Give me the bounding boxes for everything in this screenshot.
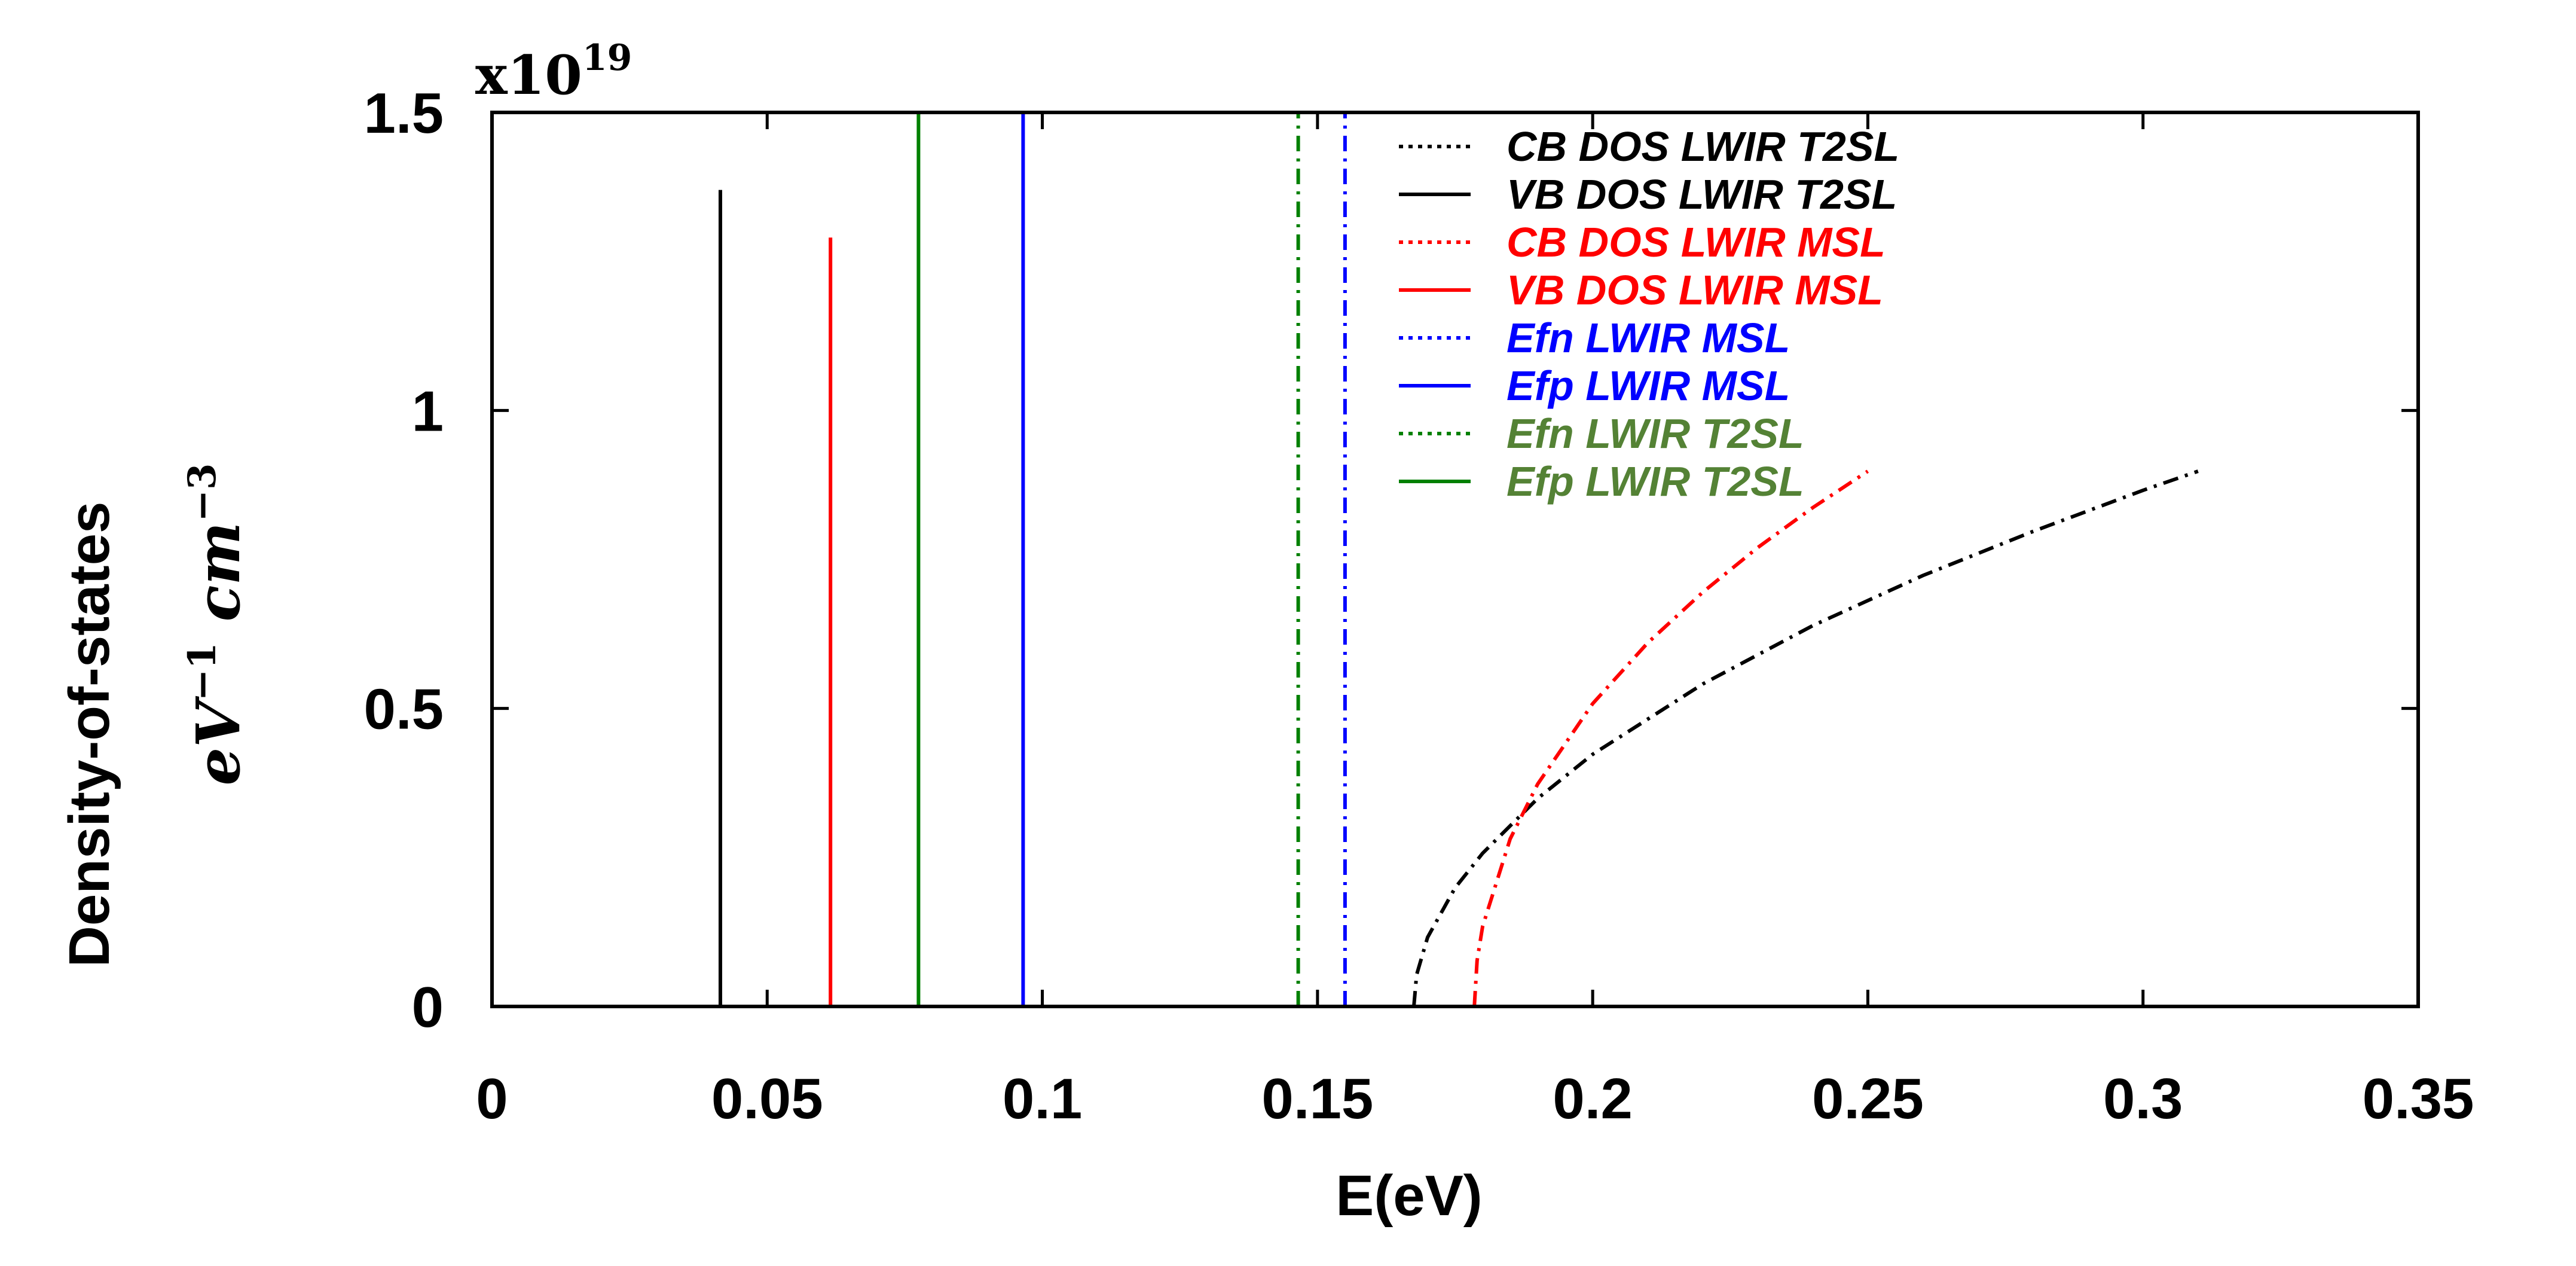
legend-label-efp-lwir-msl: Efp LWIR MSL [1507, 362, 1790, 409]
legend-label-cb-dos-lwir-msl: CB DOS LWIR MSL [1507, 219, 1886, 266]
x-tick-label: 0.35 [2363, 1067, 2474, 1131]
legend-label-efp-lwir-t2sl: Efp LWIR T2SL [1507, 458, 1804, 505]
y-tick-label: 1 [412, 379, 444, 443]
x-axis-title: E(eV) [1336, 1164, 1482, 1228]
y-tick-label: 1.5 [364, 81, 444, 145]
legend-label-vb-dos-lwir-msl: VB DOS LWIR MSL [1507, 267, 1883, 313]
series-cb-dos-lwir-msl [1472, 469, 1869, 1007]
legend-label-vb-dos-lwir-t2sl: VB DOS LWIR T2SL [1507, 171, 1897, 218]
y-tick-label: 0.5 [364, 678, 444, 742]
y-units-exp-1: −1 [180, 642, 225, 701]
x-tick-label: 0 [476, 1067, 508, 1131]
series-layer [719, 112, 2199, 1007]
axes-layer [490, 111, 2420, 1008]
y-axis-title: Density-of-states [57, 502, 121, 968]
y-units-base-1: eV [183, 695, 253, 786]
ticks-layer: 0 0.05 0.1 0.15 0.2 0.25 0.3 0.35 0 0.5 1 1.5 [364, 81, 2474, 1131]
x-tick-label: 0.25 [1812, 1067, 1924, 1131]
legend-label-cb-dos-lwir-t2sl: CB DOS LWIR T2SL [1507, 123, 1899, 170]
legend-label-efn-lwir-t2sl: Efn LWIR T2SL [1507, 410, 1804, 457]
plot-frame [490, 111, 2420, 1008]
x-tick-label: 0.2 [1553, 1067, 1632, 1131]
y-units-base-2: cm [183, 522, 253, 622]
series-cb-dos-lwir-t2sl [1412, 469, 2199, 1007]
x-tick-label: 0.15 [1261, 1067, 1373, 1131]
y-scale-prefix: x10 [475, 44, 582, 107]
x-tick-label: 0.1 [1003, 1067, 1082, 1131]
y-scale-multiplier: x1019 [475, 37, 632, 107]
y-units-exp-2: −3 [180, 463, 225, 521]
legend-label-efn-lwir-msl: Efn LWIR MSL [1507, 315, 1790, 361]
y-scale-exponent: 19 [582, 37, 632, 79]
y-tick-label: 0 [412, 975, 444, 1039]
y-axis-units: eV−1 cm−3 [180, 463, 253, 785]
x-tick-label: 0.05 [711, 1067, 823, 1131]
x-tick-label: 0.3 [2103, 1067, 2183, 1131]
